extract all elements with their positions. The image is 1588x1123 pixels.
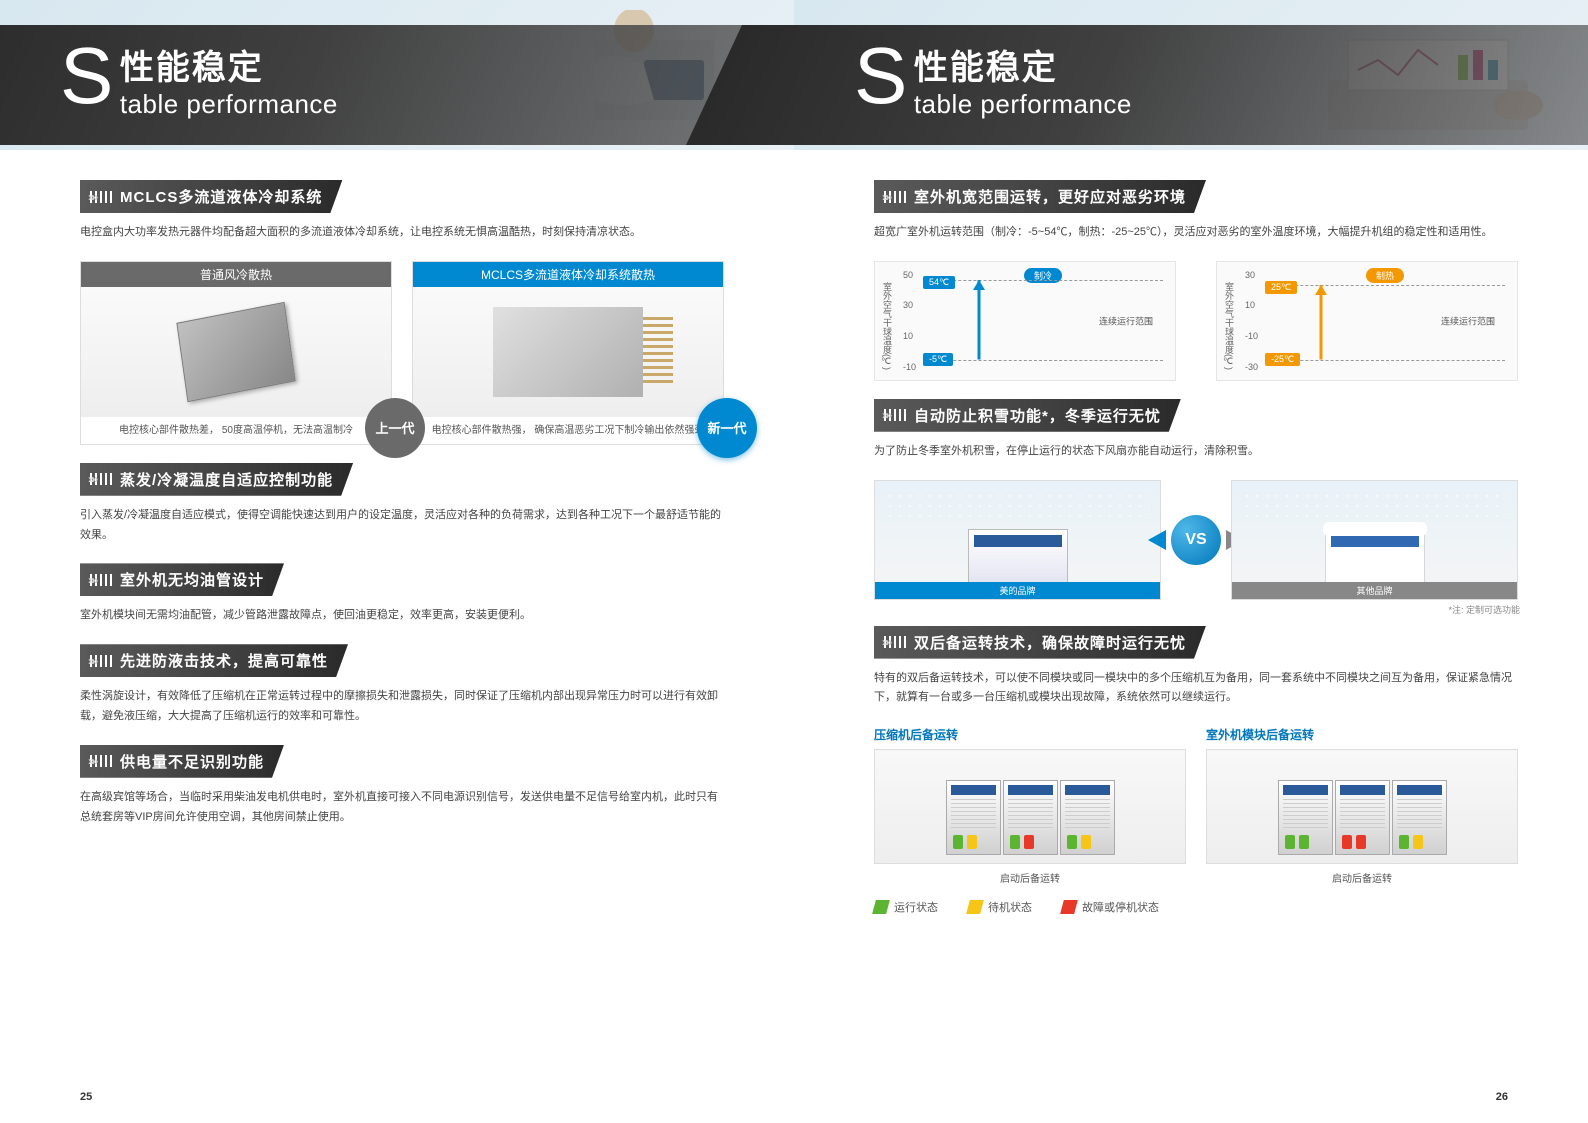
right-column: »»室外机宽范围运转，更好应对恶劣环境 超宽广室外机运转范围（制冷：-5~54℃… [794, 180, 1588, 933]
badge-new: 新一代 [697, 398, 757, 458]
badge-old: 上一代 [365, 398, 425, 458]
page-number-right: 26 [1496, 1091, 1508, 1103]
chart-heating: 室外空气干球温度(℃) 30 10 -10 -30 制热 [1216, 261, 1518, 381]
compare-card-old: 普通风冷散热 电控核心部件散热差， 50度高温停机，无法高温制冷 上一代 [80, 261, 392, 445]
content: »»MCLCS多流道液体冷却系统 电控盒内大功率发热元器件均配备超大面积的多流道… [0, 150, 1588, 933]
backup-module: 室外机模块后备运转 启动后备运转 [1206, 726, 1518, 885]
section-power-shortage: »»供电量不足识别功能 在高级宾馆等场合，当临时采用柴油发电机供电时，室外机直接… [80, 745, 724, 828]
backup-row: 压缩机后备运转 启动后备运转 室外机模块后备运转 [874, 726, 1518, 885]
card-caption: 电控核心部件散热强， 确保高温恶劣工况下制冷输出依然强劲 [413, 417, 723, 444]
chart-row: 室外空气干球温度(℃) 50 30 10 -10 制冷 [874, 261, 1518, 381]
section-no-oil-pipe: »»室外机无均油管设计 室外机模块间无需均油配管，减少管路泄露故障点，使回油更稳… [80, 563, 724, 626]
arrow-cooling-icon [969, 280, 989, 360]
left-column: »»MCLCS多流道液体冷却系统 电控盒内大功率发热元器件均配备超大面积的多流道… [0, 180, 794, 933]
arrow-heating-icon [1311, 285, 1331, 359]
heatsink-icon [176, 302, 295, 402]
banner: S 性能稳定 table performance S 性能稳定 table pe… [0, 0, 1588, 150]
card-header: 普通风冷散热 [81, 262, 391, 287]
banner-en: table performance [120, 89, 338, 120]
banner-cn: 性能稳定 [120, 40, 338, 89]
legend-standby: 待机状态 [968, 899, 1032, 915]
section-mclcs: »»MCLCS多流道液体冷却系统 电控盒内大功率发热元器件均配备超大面积的多流道… [80, 180, 724, 445]
legend: 运行状态 待机状态 故障或停机状态 [874, 899, 1518, 915]
backup-compressor: 压缩机后备运转 启动后备运转 [874, 726, 1186, 885]
card-header: MCLCS多流道液体冷却系统散热 [413, 262, 723, 287]
banner-title-right: S 性能稳定 table performance [854, 40, 1132, 120]
banner-left: S 性能稳定 table performance [0, 0, 794, 150]
chart-cooling: 室外空气干球温度(℃) 50 30 10 -10 制冷 [874, 261, 1176, 381]
arrow-left-icon [1148, 530, 1166, 550]
banner-title-left: S 性能稳定 table performance [60, 40, 338, 120]
vs-badge: VS [1171, 515, 1221, 565]
compare-card-new: MCLCS多流道液体冷却系统散热 电控核心部件散热强， 确保高温恶劣工况下制冷输… [412, 261, 724, 445]
legend-fault: 故障或停机状态 [1062, 899, 1159, 915]
section-wide-range: »»室外机宽范围运转，更好应对恶劣环境 超宽广室外机运转范围（制冷：-5~54℃… [874, 180, 1518, 381]
banner-letter: S [60, 40, 113, 112]
section-body: 电控盒内大功率发热元器件均配备超大面积的多流道液体冷却系统，让电控系统无惧高温酷… [80, 223, 724, 243]
section-title: »»MCLCS多流道液体冷却系统 [80, 180, 342, 213]
legend-run: 运行状态 [874, 899, 938, 915]
page-number-left: 25 [80, 1091, 92, 1103]
vs-row: 美的品牌 VS 其他品牌 *注: 定制可选功能 [874, 480, 1518, 600]
footnote: *注: 定制可选功能 [1448, 603, 1520, 616]
section-anti-liquid-hammer: »»先进防液击技术，提高可靠性 柔性涡旋设计，有效降低了压缩机在正常运转过程中的… [80, 644, 724, 727]
coil-unit-icon [493, 307, 643, 397]
card-caption: 电控核心部件散热差， 50度高温停机，无法高温制冷 [81, 417, 391, 444]
compare-box: 普通风冷散热 电控核心部件散热差， 50度高温停机，无法高温制冷 上一代 MCL… [80, 261, 724, 445]
section-evap-condense: »»蒸发/冷凝温度自适应控制功能 引入蒸发/冷凝温度自适应模式，使得空调能快速达… [80, 463, 724, 546]
section-dual-backup: »»双后备运转技术，确保故障时运行无忧 特有的双后备运转技术，可以使不同模块或同… [874, 626, 1518, 916]
vs-card-other: 其他品牌 [1231, 480, 1518, 600]
banner-right: S 性能稳定 table performance [794, 0, 1588, 150]
section-anti-snow: »»自动防止积雪功能*，冬季运行无忧 为了防止冬季室外机积雪，在停止运行的状态下… [874, 399, 1518, 600]
vs-card-midea: 美的品牌 [874, 480, 1161, 600]
